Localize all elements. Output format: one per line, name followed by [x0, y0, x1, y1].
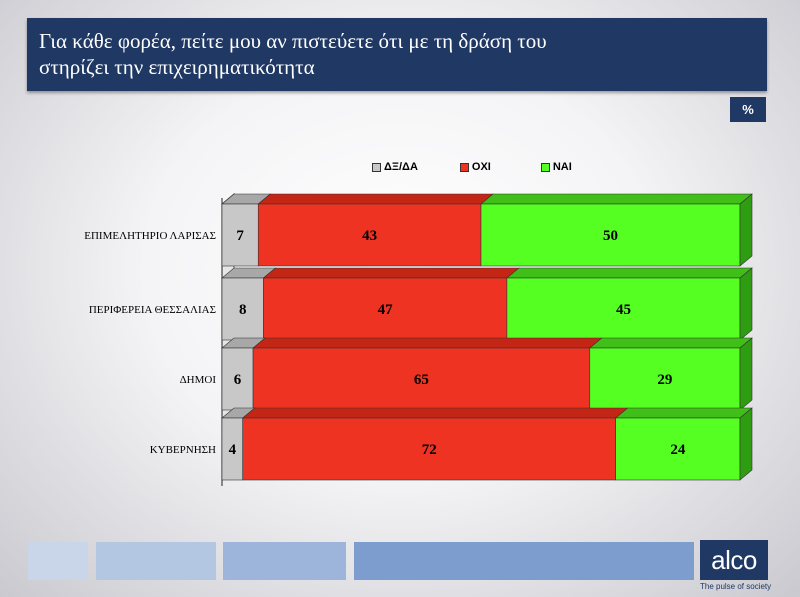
data-label: 50	[603, 228, 618, 244]
data-label: 6	[234, 372, 242, 388]
header-banner: Για κάθε φορέα, πείτε μου αν πιστεύετε ό…	[27, 18, 767, 91]
data-label: 29	[657, 372, 672, 388]
data-label: 24	[670, 442, 686, 458]
legend-item-nai: ΝΑΙ	[540, 161, 572, 173]
legend-item-oxi: ΟΧΙ	[459, 161, 491, 173]
bar-segment	[263, 277, 508, 341]
legend-label-dx: ΔΞ/ΔΑ	[384, 161, 418, 173]
alco-logo: alco	[700, 540, 768, 580]
bar-segment-top	[480, 193, 753, 205]
data-label: 7	[236, 228, 244, 244]
data-label: 72	[422, 442, 437, 458]
footer-strip-1	[28, 542, 88, 580]
bar-segment-top	[262, 267, 520, 279]
bar-segment	[221, 277, 264, 341]
page-title: Για κάθε φορέα, πείτε μου αν πιστεύετε ό…	[39, 28, 739, 80]
data-label: 47	[378, 302, 394, 318]
bar-segment	[506, 277, 741, 341]
bar-segment-top	[588, 337, 753, 349]
data-label: 4	[229, 442, 237, 458]
bar-segment-top	[252, 337, 603, 349]
bar-segment-side	[739, 407, 753, 481]
footer-strip-3	[223, 542, 346, 580]
category-label: ΔΗΜΟΙ	[180, 374, 217, 386]
bar-segment	[242, 417, 616, 481]
bar-segment-top	[257, 193, 494, 205]
percent-badge: %	[730, 97, 766, 122]
legend-swatch-oxi	[459, 162, 469, 172]
bar-segment-top	[614, 407, 753, 419]
data-label: 65	[414, 372, 429, 388]
bar-segment	[221, 203, 259, 267]
bar-segment-top	[506, 267, 753, 279]
legend-label-nai: ΝΑΙ	[552, 161, 572, 173]
chart-legend: ΔΞ/ΔΑ ΟΧΙ ΝΑΙ	[372, 159, 614, 175]
category-label: ΠΕΡΙΦΕΡΕΙΑ ΘΕΣΣΑΛΙΑΣ	[89, 304, 216, 316]
legend-item-dx: ΔΞ/ΔΑ	[372, 161, 418, 173]
bar-segment	[252, 347, 591, 411]
category-label: ΚΥΒΕΡΝΗΣΗ	[150, 444, 216, 456]
bar-segment	[615, 417, 741, 481]
legend-swatch-dx	[372, 162, 381, 172]
logo-tagline: The pulse of society	[700, 582, 772, 591]
data-label: 45	[616, 302, 631, 318]
bar-segment	[589, 347, 741, 411]
title-line-2: στηρίζει την επιχειρηματικότητα	[39, 55, 315, 79]
footer-strip-2	[96, 542, 216, 580]
footer-strip-4	[354, 542, 694, 580]
data-label: 8	[239, 302, 247, 318]
title-line-1: Για κάθε φορέα, πείτε μου αν πιστεύετε ό…	[39, 29, 547, 53]
bar-segment	[257, 203, 482, 267]
bar-segment	[480, 203, 741, 267]
legend-label-oxi: ΟΧΙ	[471, 161, 491, 173]
bar-segment-side	[739, 193, 753, 267]
legend-swatch-nai	[540, 162, 550, 172]
bar-segment-side	[739, 337, 753, 411]
category-label: ΕΠΙΜΕΛΗΤΗΡΙΟ ΛΑΡΙΣΑΣ	[84, 230, 216, 242]
data-label: 43	[362, 228, 377, 244]
bar-segment-side	[739, 267, 753, 341]
bar-segment-top	[241, 407, 629, 419]
